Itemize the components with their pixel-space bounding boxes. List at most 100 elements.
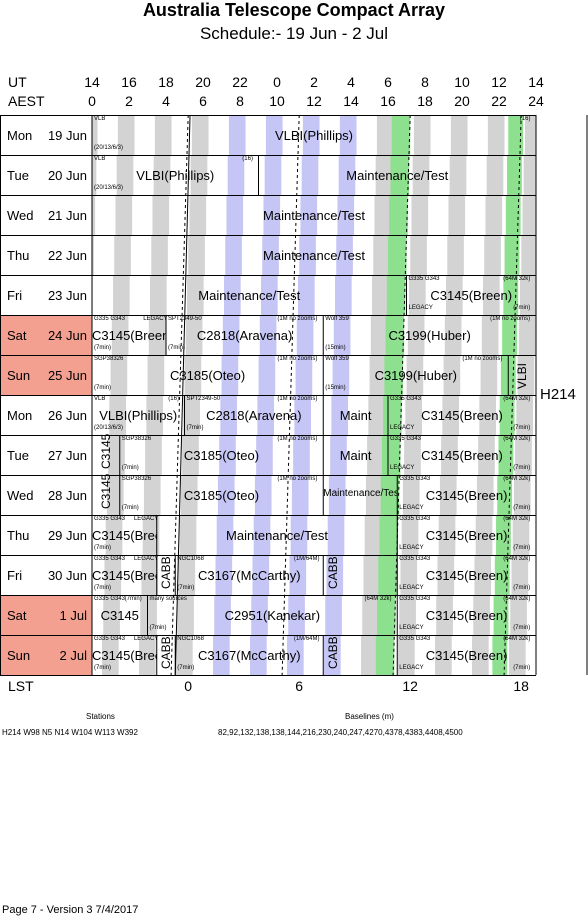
stripe: [375, 155, 393, 195]
green-stripe: [390, 155, 409, 195]
day-date: 27 Jun: [47, 448, 87, 463]
block-note: LEGACY: [143, 316, 168, 322]
stripe: [437, 555, 455, 595]
stripe: [296, 315, 314, 355]
stripe: [483, 275, 500, 315]
stripe: [486, 155, 504, 195]
stripe: [333, 315, 351, 355]
green-stripe: [493, 595, 509, 635]
stripe: [520, 275, 536, 315]
block-note: G335 G343: [399, 556, 431, 562]
stripe: [449, 155, 467, 195]
stripe: [487, 115, 505, 155]
day-of-week: Sun: [7, 368, 31, 383]
block-label: C3145(Breen): [92, 328, 166, 343]
block-note: LEGACY: [390, 465, 415, 471]
block-note: LEGACY: [399, 585, 424, 591]
day-label: Fri 23 Jun: [7, 288, 87, 303]
stripe: [364, 515, 382, 555]
block-label: C3145(Breen): [425, 568, 508, 583]
stripe: [92, 115, 98, 155]
stripe: [177, 595, 194, 635]
block-note: (7min): [121, 465, 139, 471]
stripe-group: [102, 635, 526, 675]
block-note: (64M 32k): [503, 476, 531, 482]
stripe: [325, 595, 342, 635]
block-note: (7min): [177, 585, 195, 591]
day-date: 1 Jul: [59, 608, 87, 623]
stripe: [152, 195, 170, 235]
stripe: [115, 195, 133, 235]
block-label: Maint: [339, 448, 372, 463]
block-note: (64M 32k): [503, 396, 531, 402]
aest-tick: 4: [162, 93, 170, 109]
stripe: [116, 155, 134, 195]
stripe: [258, 355, 276, 395]
stripe: [524, 115, 536, 155]
block-note: (20/13/6/3): [94, 145, 124, 151]
stripe: [338, 155, 356, 195]
stripe: [154, 115, 172, 155]
block-note: VLB: [94, 396, 106, 402]
block-label: VLBI(Phillips): [99, 408, 178, 423]
day-date: 21 Jun: [47, 208, 87, 223]
stripe: [402, 475, 420, 515]
block-note: (7min): [513, 505, 531, 511]
block-note: (7min): [186, 425, 204, 431]
stations-list: H214 W98 N5 N14 W104 W113 W392: [2, 728, 138, 737]
stripe: [179, 515, 197, 555]
block-label: C3145(Breen): [425, 608, 508, 623]
block-note: SPT2349-50: [168, 316, 202, 322]
day-label: Sun 2 Jul: [7, 648, 87, 663]
stripe: [299, 235, 316, 275]
stripe: [259, 315, 277, 355]
stripe: [113, 275, 130, 315]
block-note: (7min): [513, 305, 531, 311]
stripe: [151, 235, 168, 275]
day-date: 19 Jun: [47, 128, 87, 143]
stripe-group: [103, 595, 527, 635]
stripe: [262, 235, 279, 275]
block-note: LEGACY: [133, 636, 159, 642]
stripe: [369, 355, 387, 395]
stripe: [226, 195, 244, 235]
block-note: (15min): [325, 345, 346, 351]
stripe: [253, 515, 271, 555]
stripe: [441, 435, 458, 475]
block-label: C3145(Breen): [92, 528, 157, 543]
stripe-group: [108, 435, 532, 475]
day-of-week: Sat: [7, 608, 27, 623]
block-note: (7min): [177, 665, 195, 671]
stripe: [443, 355, 461, 395]
block-label: C2818(Aravena): [196, 328, 293, 343]
weekend-shade: [0, 315, 92, 355]
block-note: (7min): [94, 585, 112, 591]
day-date: 29 Jun: [47, 528, 87, 543]
stripe: [478, 435, 495, 475]
green-stripe: [496, 515, 511, 555]
block-label: Maintenance/Test: [323, 488, 398, 499]
stripe: [184, 355, 202, 395]
stripe: [227, 155, 245, 195]
weekend-shade: [0, 355, 92, 395]
stripe: [288, 595, 305, 635]
stripe: [178, 555, 196, 595]
block-note: (1M no zooms): [277, 436, 318, 442]
block-label: Maintenance/Test: [226, 528, 328, 543]
day-of-week: Fri: [7, 288, 23, 303]
stripe: [190, 155, 208, 195]
aest-tick: 20: [454, 93, 470, 109]
stripe: [513, 475, 531, 515]
stripe: [252, 555, 270, 595]
stripe: [518, 315, 536, 355]
block-note: SGP38326: [121, 476, 152, 482]
green-stripe: [391, 115, 411, 155]
weekend-shade: [0, 635, 92, 675]
green-stripe: [381, 435, 401, 475]
block-note: G335 G343: [94, 596, 126, 602]
day-date: 28 Jun: [47, 488, 87, 503]
page-footer: Page 7 - Version 3 7/4/2017: [2, 904, 139, 916]
day-of-week: Mon: [7, 128, 33, 143]
block-note: G335 G343: [399, 476, 431, 482]
block-label: C3145(Breen): [421, 408, 503, 423]
